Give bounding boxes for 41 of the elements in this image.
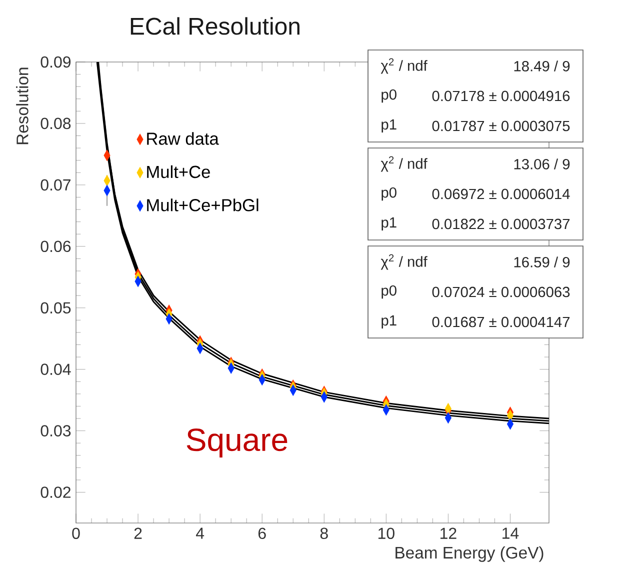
annotation: 13.06 / 9 xyxy=(514,158,570,170)
legend-label: Mult+Ce xyxy=(147,165,210,178)
annotation: 0.01822 ± 0.0003737 xyxy=(432,218,570,230)
chart-title: ECal Resolution xyxy=(130,17,300,35)
annotation: χ$^{2}$ / ndf xyxy=(380,156,428,172)
y-tick-label: 0.08 xyxy=(40,118,71,130)
x-tick-label: 14 xyxy=(502,528,519,539)
annotation: p1 xyxy=(382,119,396,133)
y-tick-label: 0.05 xyxy=(40,302,71,314)
annotation: 0.07178 ± 0.0004916 xyxy=(432,90,570,102)
annotation: χ$^{2}$ / ndf xyxy=(380,58,428,74)
y-tick-label: 0.03 xyxy=(40,425,71,436)
annotation: 0.06972 ± 0.0006014 xyxy=(432,188,570,200)
y-axis-title: Resolution xyxy=(16,68,28,144)
x-tick-label: 4 xyxy=(196,528,204,539)
y-tick-label: 0.09 xyxy=(40,56,71,68)
x-tick-label: 6 xyxy=(258,528,266,540)
annotation: 0.01787 ± 0.0003075 xyxy=(432,120,570,132)
y-tick-label: 0.06 xyxy=(40,240,71,252)
x-axis-title: Beam Energy (GeV) xyxy=(396,546,544,562)
annotation: χ$^{2}$ / ndf xyxy=(380,254,428,270)
legend-label: Mult+Ce+PbGl xyxy=(147,198,258,212)
y-tick-label: 0.07 xyxy=(40,179,70,191)
annotation: p1 xyxy=(382,217,396,231)
x-tick-label: 12 xyxy=(440,528,456,539)
legend-label: Raw data xyxy=(147,132,219,145)
y-tick-label: 0.02 xyxy=(40,486,70,498)
y-tick-label: 0.04 xyxy=(40,364,71,375)
x-tick-label: 8 xyxy=(320,528,328,540)
x-tick-label: 10 xyxy=(378,528,394,540)
annotation: p1 xyxy=(382,315,396,329)
annotation: p0 xyxy=(382,187,396,201)
annotation: 0.07024 ± 0.0006063 xyxy=(432,286,570,298)
annotation: 0.01687 ± 0.0004147 xyxy=(432,316,570,328)
x-tick-label: 2 xyxy=(134,528,142,539)
annotation: Square xyxy=(186,428,288,458)
annotation: 18.49 / 9 xyxy=(514,60,570,72)
annotation: 16.59 / 9 xyxy=(514,256,570,268)
x-tick-label: 0 xyxy=(72,528,80,540)
annotation: p0 xyxy=(382,285,396,299)
annotation: p0 xyxy=(382,89,396,103)
